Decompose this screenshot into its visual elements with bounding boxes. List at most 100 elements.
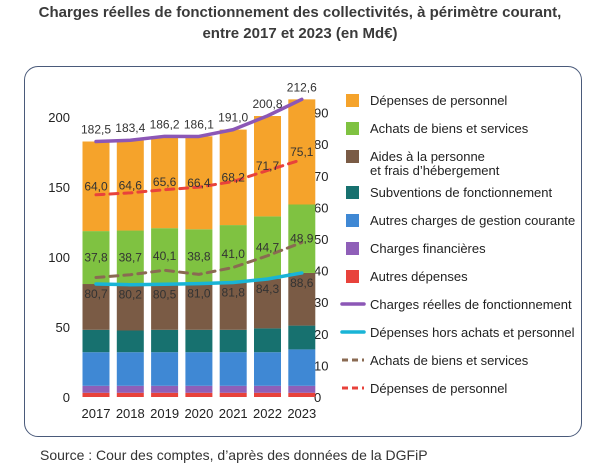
- bar-segment: [254, 352, 281, 386]
- bar-segment: [288, 325, 316, 350]
- data-label-achats: 44,7: [256, 241, 280, 255]
- legend-label: Dépenses hors achats et personnel: [370, 325, 575, 340]
- legend-label: et frais d’hébergement: [370, 163, 500, 178]
- line-series-charges-totales: [94, 97, 304, 144]
- bar-segment: [185, 352, 213, 386]
- x-axis-tick-label: 2023: [287, 406, 316, 421]
- bar-segment: [151, 392, 179, 397]
- chart-frame: [24, 66, 582, 437]
- bar-segment: [254, 392, 281, 397]
- bar-segment: [151, 228, 179, 285]
- line-series-hors-achats-personnel: [94, 271, 304, 287]
- bar-segment: [254, 385, 281, 393]
- data-label-total: 212,6: [287, 80, 317, 94]
- bar-segment: [82, 231, 110, 285]
- bar-segment: [288, 204, 316, 273]
- right-axis-tick-label: 90: [314, 106, 328, 121]
- bar-segment: [151, 352, 179, 386]
- data-label-total: 182,5: [81, 123, 111, 137]
- data-label-achats: 41,0: [222, 247, 246, 261]
- legend-label: Dépenses de personnel: [370, 93, 507, 108]
- data-label-personnel: 66,4: [187, 176, 211, 190]
- bar-segment: [116, 284, 144, 331]
- legend-label: Subventions de fonctionnement: [370, 185, 553, 200]
- source-note: Source : Cour des comptes, d’après des d…: [40, 447, 428, 463]
- bar-segment: [82, 352, 110, 386]
- bar-segment: [219, 392, 247, 397]
- bar-segment: [185, 385, 213, 393]
- data-label-total: 191,0: [218, 111, 248, 125]
- right-axis-tick-label: 40: [314, 264, 328, 279]
- left-axis-tick-label: 100: [48, 250, 70, 265]
- bar-segment: [82, 329, 110, 353]
- chart-title: Charges réelles de fonctionnement des co…: [0, 2, 600, 44]
- x-axis-tick-label: 2017: [82, 406, 111, 421]
- data-label-total: 186,1: [184, 117, 214, 131]
- data-label-hors-achats: 84,3: [256, 282, 280, 296]
- dashed-line-series-achats: [94, 240, 304, 280]
- bar-segment: [254, 216, 281, 279]
- data-label-hors-achats: 80,5: [153, 287, 177, 301]
- legend-label: Aides à la personne: [370, 149, 485, 164]
- right-axis-tick-label: 0: [314, 390, 321, 405]
- x-axis-tick-label: 2021: [219, 406, 248, 421]
- left-axis-tick-label: 50: [56, 320, 70, 335]
- left-axis-tick-label: 150: [48, 180, 70, 195]
- right-axis-tick-label: 60: [314, 200, 328, 215]
- data-label-hors-achats: 80,2: [119, 288, 143, 302]
- bar-segment: [219, 352, 247, 386]
- legend-label: Achats de biens et services: [370, 121, 529, 136]
- bar-segment: [151, 136, 179, 229]
- bar-segment: [219, 282, 247, 330]
- data-label-achats: 48,9: [290, 232, 314, 246]
- bar-segment: [219, 385, 247, 393]
- bar-segment: [254, 278, 281, 329]
- right-axis-tick-label: 50: [314, 232, 328, 247]
- bar-segment: [116, 330, 144, 353]
- bar-segment: [219, 329, 247, 353]
- bar-segment: [288, 272, 316, 326]
- legend-swatch: [346, 94, 359, 107]
- data-label-hors-achats: 81,0: [187, 287, 211, 301]
- data-label-personnel: 64,6: [119, 178, 143, 192]
- data-label-achats: 40,1: [153, 249, 177, 263]
- bar-segment: [116, 140, 144, 231]
- bar-segment: [185, 329, 213, 353]
- data-label-personnel: 64,0: [84, 179, 108, 193]
- bar-segment: [151, 284, 179, 330]
- bar-segment: [288, 99, 316, 205]
- bar-segment: [185, 392, 213, 397]
- legend-swatch: [346, 214, 359, 227]
- data-label-total: 183,4: [115, 121, 145, 135]
- data-label-achats: 37,8: [84, 251, 108, 265]
- chart-title-line1: Charges réelles de fonctionnement des co…: [38, 4, 562, 21]
- legend-swatch: [346, 242, 359, 255]
- legend-swatch: [346, 270, 359, 283]
- bar-segment: [151, 385, 179, 393]
- data-label-hors-achats: 81,8: [222, 285, 246, 299]
- data-label-achats: 38,7: [119, 251, 143, 265]
- x-axis-tick-label: 2019: [150, 406, 179, 421]
- bar-segment: [82, 392, 110, 397]
- left-axis-tick-label: 0: [63, 390, 70, 405]
- bar-segment: [254, 328, 281, 353]
- dashed-line-series-personnel: [94, 158, 304, 197]
- data-label-total: 200,8: [252, 97, 282, 111]
- legend-swatch: [346, 150, 359, 163]
- legend-label: Autres charges de gestion courante: [370, 213, 575, 228]
- bar-segment: [185, 136, 213, 230]
- data-label-hors-achats: 88,6: [290, 276, 314, 290]
- bar-segment: [288, 385, 316, 393]
- legend-swatch: [346, 122, 359, 135]
- left-axis-tick-label: 200: [48, 110, 70, 125]
- x-axis-tick-label: 2020: [184, 406, 213, 421]
- x-axis-tick-label: 2018: [116, 406, 145, 421]
- chart-title-line2: entre 2017 et 2023 (en Md€): [202, 25, 398, 42]
- legend-label: Charges réelles de fonctionnement: [370, 297, 572, 312]
- data-label-personnel: 68,2: [222, 170, 246, 184]
- bar-segment: [82, 385, 110, 393]
- bar-segment: [116, 392, 144, 397]
- x-axis-tick-label: 2022: [253, 406, 282, 421]
- bar-segment: [185, 283, 213, 330]
